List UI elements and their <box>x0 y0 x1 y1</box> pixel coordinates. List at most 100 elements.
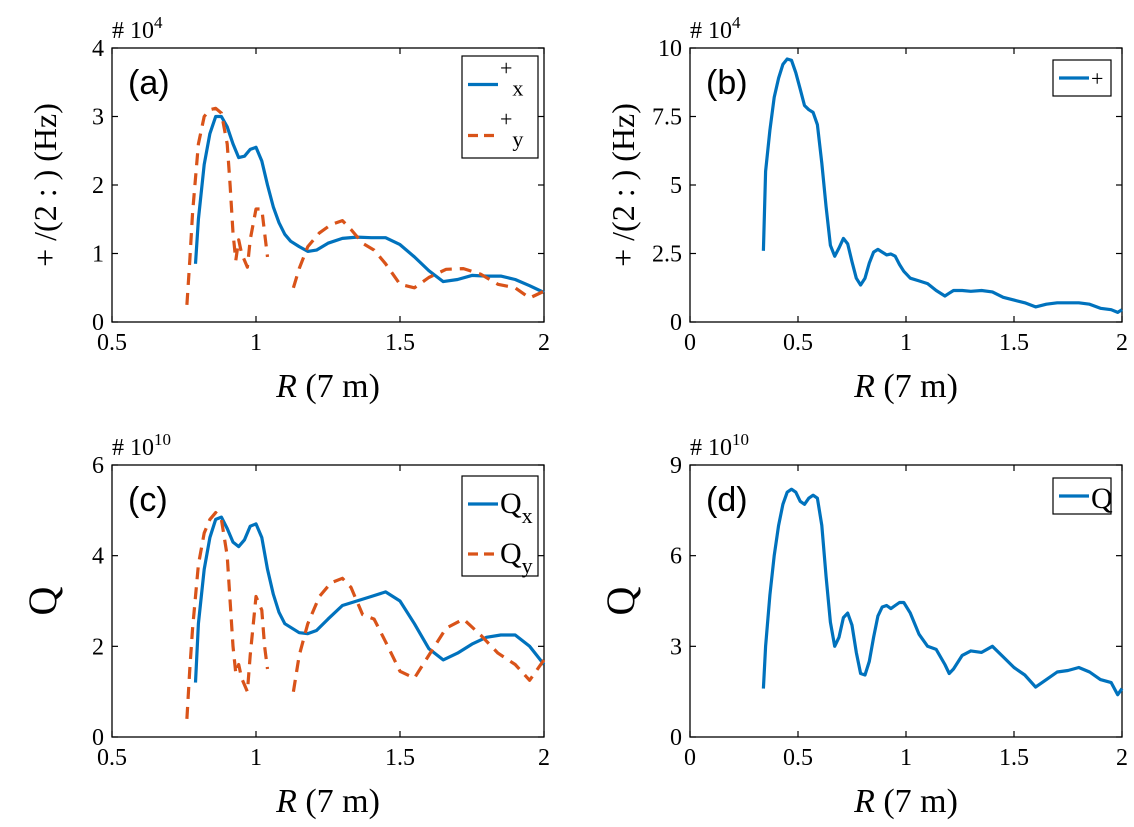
x-axis-label: R (7 m) <box>275 368 380 405</box>
series-line-+y-segment-2 <box>291 219 545 300</box>
axis-exponent-power: 4 <box>154 13 163 32</box>
series-line-+x <box>193 114 545 294</box>
axis-exponent: # 1010 <box>112 430 171 461</box>
x-tick-label: 1 <box>250 745 262 771</box>
axis-exponent: # 104 <box>690 13 741 44</box>
legend-label-sub: y <box>512 127 523 152</box>
series-line-Q <box>761 487 1124 697</box>
series-line-Qy <box>185 511 270 719</box>
legend-label: +x <box>500 56 523 101</box>
legend-label: Qx <box>500 487 533 528</box>
panel-label: (d) <box>706 481 748 519</box>
x-tick-label: 2 <box>538 330 550 356</box>
legend-label-sub: x <box>512 76 523 101</box>
y-tick-label: 0 <box>92 310 104 336</box>
panel-label: (b) <box>706 64 748 102</box>
y-tick-label: 3 <box>670 634 682 660</box>
legend: +x+y <box>461 55 539 159</box>
y-tick-label: 2 <box>92 173 104 199</box>
series-line-+y <box>185 106 270 306</box>
y-tick-label: 3 <box>92 105 104 131</box>
x-axis-label: R (7 m) <box>853 368 958 405</box>
x-tick-label: 0 <box>684 330 696 356</box>
legend-label-sub: x <box>522 503 533 528</box>
x-tick-label: 0.5 <box>97 745 127 771</box>
x-tick-label: 1.5 <box>999 330 1029 356</box>
axis-exponent: # 1010 <box>690 430 749 461</box>
legend-box <box>461 55 539 159</box>
x-axis-label-unit: (7 m) <box>297 368 380 405</box>
y-tick-label: 6 <box>670 544 682 570</box>
y-tick-label: 1 <box>92 242 104 268</box>
axes-box <box>111 464 545 738</box>
series-line-Qx <box>193 515 546 683</box>
legend-label: Q <box>1091 482 1113 515</box>
axis-exponent: # 104 <box>112 13 163 44</box>
legend-label-sub: y <box>522 553 533 578</box>
y-tick-label: 9 <box>670 453 682 479</box>
y-tick-label: 0 <box>670 725 682 751</box>
x-axis-label-unit: (7 m) <box>875 368 958 405</box>
y-tick-label: 6 <box>92 453 104 479</box>
x-axis-label: R (7 m) <box>853 783 958 820</box>
y-tick-label: 10 <box>658 36 682 62</box>
legend-label: Qy <box>500 537 533 578</box>
y-tick-label: 2 <box>92 634 104 660</box>
x-axis-label-unit: (7 m) <box>875 783 958 820</box>
series-line-Qy-segment-2 <box>291 576 546 692</box>
y-tick-label: 5 <box>670 173 682 199</box>
y-tick-label: 7.5 <box>652 105 682 131</box>
x-tick-label: 0 <box>684 745 696 771</box>
x-tick-label: 1.5 <box>385 745 415 771</box>
panel-d: 0 0.5 1 1.5 2 0 3 6 9 # 1010 R (7 m) Q (d) Q <box>598 430 1128 820</box>
x-tick-label: 2 <box>538 745 550 771</box>
x-tick-label: 2 <box>1116 745 1128 771</box>
legend-label-main: + <box>500 107 512 132</box>
x-tick-label: 0.5 <box>783 330 813 356</box>
y-tick-label: 4 <box>92 36 104 62</box>
y-tick-label: 2.5 <box>652 242 682 268</box>
axis-exponent-power: 4 <box>732 13 741 32</box>
x-tick-label: 0.5 <box>97 330 127 356</box>
y-axis-label: + /(2 : ) (Hz) <box>605 103 641 267</box>
x-tick-label: 1 <box>900 745 912 771</box>
x-axis-label-variable: R <box>275 783 297 820</box>
axis-exponent-power: 10 <box>732 430 749 449</box>
series-line-+ <box>761 57 1123 314</box>
x-axis-label: R (7 m) <box>275 783 380 820</box>
x-tick-label: 1.5 <box>385 330 415 356</box>
x-tick-label: 1 <box>250 330 262 356</box>
x-tick-label: 0.5 <box>783 745 813 771</box>
axis-exponent-power: 10 <box>154 430 171 449</box>
y-axis-label: Q <box>598 586 643 615</box>
x-axis-label-variable: R <box>853 783 875 820</box>
legend: Q <box>1052 477 1113 515</box>
legend-label-main: Q <box>500 487 522 520</box>
legend-label-main: + <box>1091 66 1103 91</box>
y-tick-label: 0 <box>670 310 682 336</box>
legend: + <box>1052 59 1112 97</box>
x-axis-label-variable: R <box>853 368 875 405</box>
y-tick-label: 4 <box>92 544 104 570</box>
y-tick-label: 0 <box>92 725 104 751</box>
panel-label: (a) <box>128 64 170 102</box>
x-tick-label: 1 <box>900 330 912 356</box>
panel-b: 0 0.5 1 1.5 2 0 2.5 5 7.5 10 # 104 R (7 m) + /(2 : )… <box>605 13 1128 405</box>
x-tick-label: 2 <box>1116 330 1128 356</box>
x-tick-label: 1.5 <box>999 745 1029 771</box>
legend-label: +y <box>500 107 523 152</box>
y-axis-label: + /(2 : ) (Hz) <box>27 103 63 267</box>
legend-label-main: Q <box>1091 482 1113 515</box>
x-axis-label-unit: (7 m) <box>297 783 380 820</box>
legend-label-main: Q <box>500 537 522 570</box>
y-axis-label: Q <box>20 586 65 615</box>
legend-label: + <box>1091 66 1103 91</box>
legend-box <box>461 475 539 577</box>
x-axis-label-variable: R <box>275 368 297 405</box>
legend-label-main: + <box>500 56 512 81</box>
panel-label: (c) <box>128 481 168 519</box>
